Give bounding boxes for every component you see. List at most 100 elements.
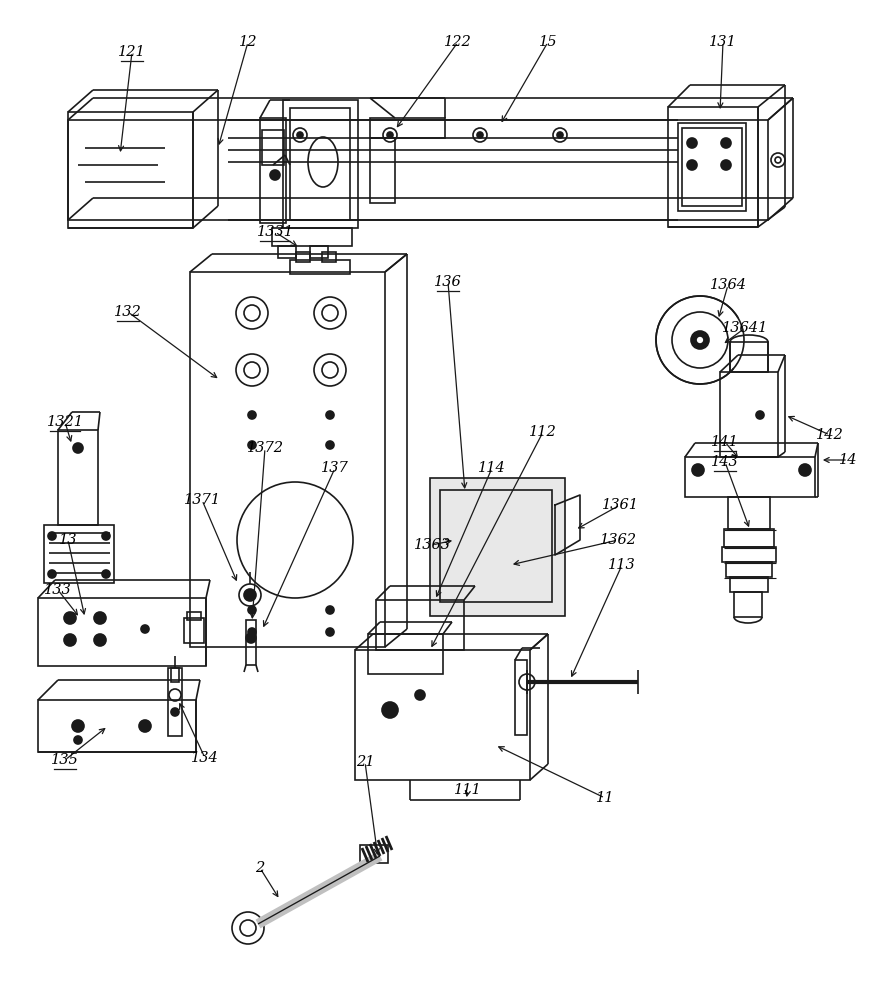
Text: 111: 111: [454, 783, 482, 797]
Text: 1321: 1321: [46, 415, 84, 429]
Bar: [726, 562, 772, 577]
Bar: [278, 246, 296, 258]
Text: 13: 13: [58, 533, 78, 547]
Text: 141: 141: [712, 435, 739, 449]
Text: 131: 131: [709, 35, 737, 49]
Bar: [728, 497, 770, 529]
Bar: [360, 845, 388, 863]
Bar: [168, 668, 182, 736]
Circle shape: [477, 132, 483, 138]
Text: 112: 112: [529, 425, 557, 439]
Circle shape: [447, 498, 457, 508]
Text: 136: 136: [434, 275, 462, 289]
Bar: [376, 600, 464, 650]
Circle shape: [248, 628, 256, 636]
Circle shape: [756, 411, 764, 419]
Text: 11: 11: [596, 791, 614, 805]
Circle shape: [691, 331, 709, 349]
Circle shape: [297, 132, 303, 138]
Circle shape: [721, 160, 731, 170]
Text: 1371: 1371: [183, 493, 221, 507]
Circle shape: [326, 441, 334, 449]
Text: 121: 121: [118, 45, 146, 59]
Bar: [440, 490, 552, 602]
Bar: [58, 430, 98, 525]
Text: 143: 143: [712, 455, 739, 469]
Bar: [430, 478, 565, 616]
Bar: [730, 342, 768, 372]
Circle shape: [248, 441, 256, 449]
Bar: [290, 260, 350, 274]
Circle shape: [246, 633, 256, 643]
Circle shape: [557, 132, 563, 138]
Bar: [724, 529, 774, 547]
Circle shape: [687, 160, 697, 170]
Bar: [68, 120, 768, 220]
Text: 137: 137: [321, 461, 349, 475]
Bar: [322, 252, 336, 262]
Circle shape: [696, 336, 704, 344]
Bar: [515, 660, 527, 735]
Bar: [184, 618, 204, 643]
Circle shape: [248, 411, 256, 419]
Text: 132: 132: [114, 305, 142, 319]
Circle shape: [270, 170, 280, 180]
Circle shape: [540, 591, 550, 601]
Circle shape: [141, 625, 149, 633]
Bar: [171, 668, 179, 682]
Text: 15: 15: [539, 35, 557, 49]
Text: 114: 114: [478, 461, 506, 475]
Bar: [283, 100, 358, 228]
Circle shape: [326, 606, 334, 614]
Bar: [262, 130, 284, 165]
Bar: [290, 108, 350, 220]
Bar: [38, 700, 196, 752]
Circle shape: [387, 132, 393, 138]
Circle shape: [74, 736, 82, 744]
Circle shape: [799, 464, 811, 476]
Circle shape: [48, 532, 56, 540]
Bar: [310, 246, 328, 258]
Bar: [440, 490, 552, 602]
Bar: [355, 650, 530, 780]
Bar: [446, 497, 546, 595]
Circle shape: [73, 443, 83, 453]
Text: 1364: 1364: [710, 278, 746, 292]
Circle shape: [382, 702, 398, 718]
Bar: [272, 228, 352, 246]
Text: 1331: 1331: [256, 225, 294, 239]
Text: 113: 113: [608, 558, 636, 572]
Circle shape: [248, 606, 256, 614]
Bar: [44, 525, 114, 583]
Text: 133: 133: [44, 583, 72, 597]
Circle shape: [102, 532, 110, 540]
Circle shape: [64, 612, 76, 624]
Circle shape: [494, 545, 500, 551]
Bar: [68, 112, 193, 228]
Text: 2: 2: [255, 861, 264, 875]
Circle shape: [171, 708, 179, 716]
Bar: [296, 252, 310, 262]
Bar: [668, 107, 758, 227]
Circle shape: [721, 138, 731, 148]
Text: 142: 142: [816, 428, 844, 442]
Bar: [187, 612, 201, 620]
Text: 1363: 1363: [413, 538, 451, 552]
Circle shape: [72, 720, 84, 732]
Bar: [370, 138, 395, 203]
Circle shape: [326, 411, 334, 419]
Circle shape: [447, 591, 457, 601]
Bar: [368, 634, 443, 674]
Bar: [720, 372, 778, 457]
Circle shape: [415, 690, 425, 700]
Circle shape: [94, 634, 106, 646]
Text: 1372: 1372: [247, 441, 283, 455]
Text: 1361: 1361: [602, 498, 638, 512]
Bar: [678, 123, 746, 211]
Circle shape: [326, 628, 334, 636]
Circle shape: [692, 464, 704, 476]
Text: 1362: 1362: [599, 533, 637, 547]
Text: 12: 12: [239, 35, 257, 49]
Circle shape: [102, 570, 110, 578]
Bar: [730, 577, 768, 592]
